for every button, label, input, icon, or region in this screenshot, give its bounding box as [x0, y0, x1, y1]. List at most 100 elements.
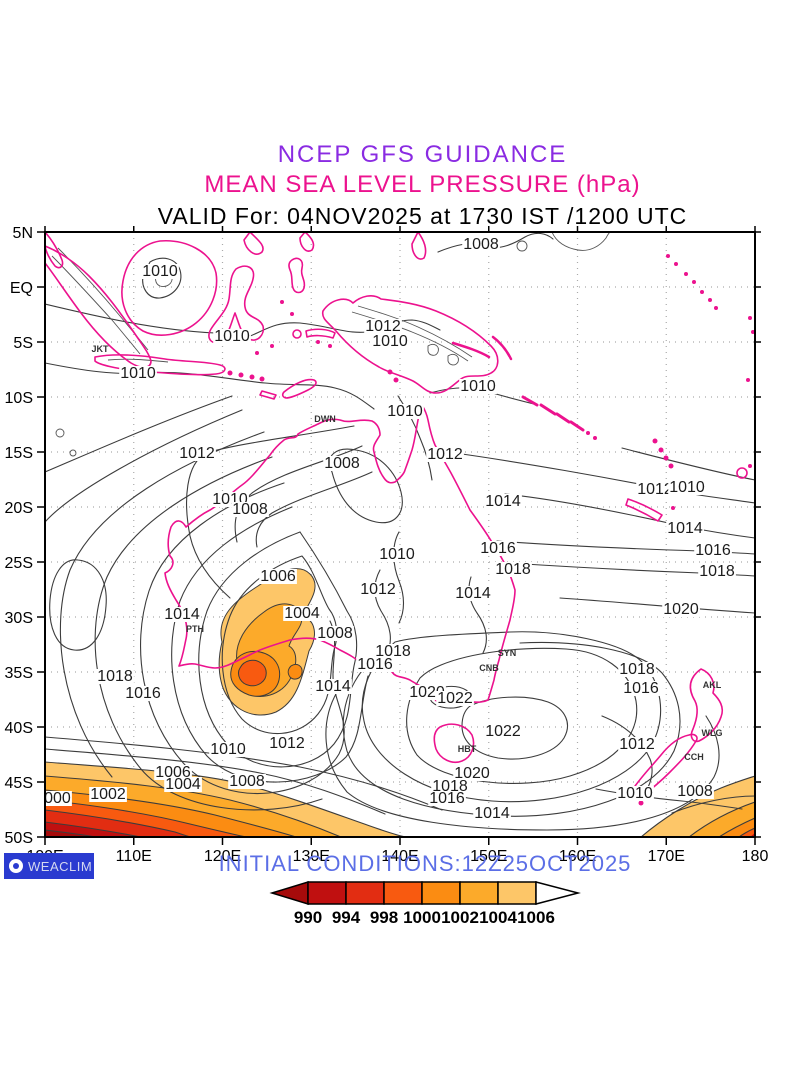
contour-label-bg — [436, 691, 474, 706]
contour-label-bg — [323, 456, 361, 471]
contour-label-bg — [259, 569, 297, 584]
colorbar-segment — [345, 881, 385, 905]
contour-label: 1022 — [437, 690, 473, 707]
contour-label: 1018 — [375, 643, 411, 660]
contour-label-bg — [453, 766, 491, 781]
lon-tick-label: 160E — [559, 848, 596, 865]
contour-label-bg — [694, 543, 732, 558]
contour-label-bg — [178, 446, 216, 461]
contour-label: 1010 — [669, 479, 705, 496]
map-content: 1008101010121010101010101010101010121008… — [45, 232, 755, 837]
contour-label: 1008 — [229, 773, 265, 790]
city-label: CNB — [479, 663, 499, 673]
contour-label: 1008 — [232, 501, 268, 518]
contour-label-bg — [622, 681, 660, 696]
contour-label: 1016 — [429, 790, 465, 807]
contour-label: 1014 — [474, 805, 510, 822]
colorbar-tick-label: 990 — [294, 908, 322, 927]
contour-label: 1020 — [663, 601, 699, 618]
lat-tick-label: 5S — [13, 335, 33, 352]
contour-label: 1008 — [677, 783, 713, 800]
city-labels-group: JKT DWN PTH SYN CNB HBT AKL WLG CCH — [91, 344, 722, 762]
lat-tick-label: 50S — [5, 830, 33, 847]
contour-label-bg — [616, 786, 654, 801]
contour-label-bg — [378, 547, 416, 562]
contour-label: 1012 — [179, 445, 215, 462]
contour-label-bg — [356, 657, 394, 672]
contour-label-bg — [89, 787, 127, 802]
contour-label-bg — [228, 774, 266, 789]
colorbar-tick-label: 998 — [370, 908, 398, 927]
city-label: DWN — [314, 414, 336, 424]
contour-label-bg — [618, 737, 656, 752]
chart-title: NCEP GFS GUIDANCE — [277, 141, 568, 168]
contour-label: 1014 — [164, 606, 200, 623]
lat-tick-label: 30S — [5, 610, 33, 627]
colorbar-segment — [383, 881, 423, 905]
tasmania-coastline — [433, 723, 475, 764]
lon-tick-label: 150E — [470, 848, 507, 865]
city-label: CCH — [684, 752, 704, 762]
nz-north-island — [689, 668, 724, 743]
contour-label-bg — [119, 366, 157, 381]
map-frame — [44, 231, 756, 838]
contour-labels-group: 1008101010121010101010101010101010121008… — [45, 236, 736, 822]
contour-label: 1012 — [365, 318, 401, 335]
contour-label-bg — [371, 334, 409, 349]
colorbar-tick-label: 994 — [332, 908, 361, 927]
contour-label: 1010 — [617, 785, 653, 802]
contour-label-bg — [431, 779, 469, 794]
contour-label: 1014 — [455, 585, 491, 602]
contour-label-bg — [428, 791, 466, 806]
contour-label: 1016 — [695, 542, 731, 559]
contour-label: 1010 — [214, 328, 250, 345]
city-label: HBT — [458, 744, 477, 754]
contour-label-bg — [484, 724, 522, 739]
contour-label-bg — [154, 765, 192, 780]
contour-label-bg — [316, 626, 354, 641]
contour-label: 1010 — [210, 741, 246, 758]
contour-label-bg — [364, 319, 402, 334]
contour-label-bg — [386, 404, 424, 419]
contour-label-bg — [494, 562, 532, 577]
contour-label: 1004 — [284, 605, 320, 622]
colorbar-above-arrow — [535, 881, 581, 905]
colorbar-below-arrow — [269, 880, 309, 906]
contour-label-bg — [124, 686, 162, 701]
lon-tick-label: 130E — [293, 848, 330, 865]
colorbar-tick-label: 1002 — [441, 908, 479, 927]
contour-label-bg — [454, 586, 492, 601]
contour-label-bg — [618, 662, 656, 677]
contour-label-bg — [459, 379, 497, 394]
contour-label-bg — [283, 606, 321, 621]
contour-label-bg — [479, 541, 517, 556]
colorbar-segment — [459, 881, 499, 905]
lat-tick-label: 35S — [5, 665, 33, 682]
contour-label-bg — [666, 521, 704, 536]
lat-tick-label: 20S — [5, 500, 33, 517]
weaclim-circle-icon — [9, 859, 23, 873]
contour-label: 1022 — [485, 723, 521, 740]
contour-label: 1008 — [317, 625, 353, 642]
contour-label-bg — [374, 644, 412, 659]
lon-tick-label: 170E — [648, 848, 685, 865]
contour-label: 1002 — [90, 786, 126, 803]
contour-label-bg — [314, 679, 352, 694]
lon-tick-label: 140E — [381, 848, 418, 865]
initial-conditions-line: INITIAL CONDITIONS:12Z25OCT2025 — [218, 851, 632, 876]
contour-label: 1008 — [463, 236, 499, 253]
contour-label: 1016 — [125, 685, 161, 702]
contour-label-bg — [473, 806, 511, 821]
contour-label: 1010 — [142, 263, 178, 280]
contour-label: 1004 — [165, 776, 201, 793]
contour-label-bg — [141, 264, 179, 279]
colorbar-tick-label: 1004 — [479, 908, 517, 927]
lat-tick-label: EQ — [10, 280, 33, 297]
lat-tick-label: 15S — [5, 445, 33, 462]
lat-tick-label: 45S — [5, 775, 33, 792]
contour-label: 1016 — [480, 540, 516, 557]
lon-tick-label: 110E — [116, 848, 152, 865]
city-label: SYN — [498, 648, 517, 658]
